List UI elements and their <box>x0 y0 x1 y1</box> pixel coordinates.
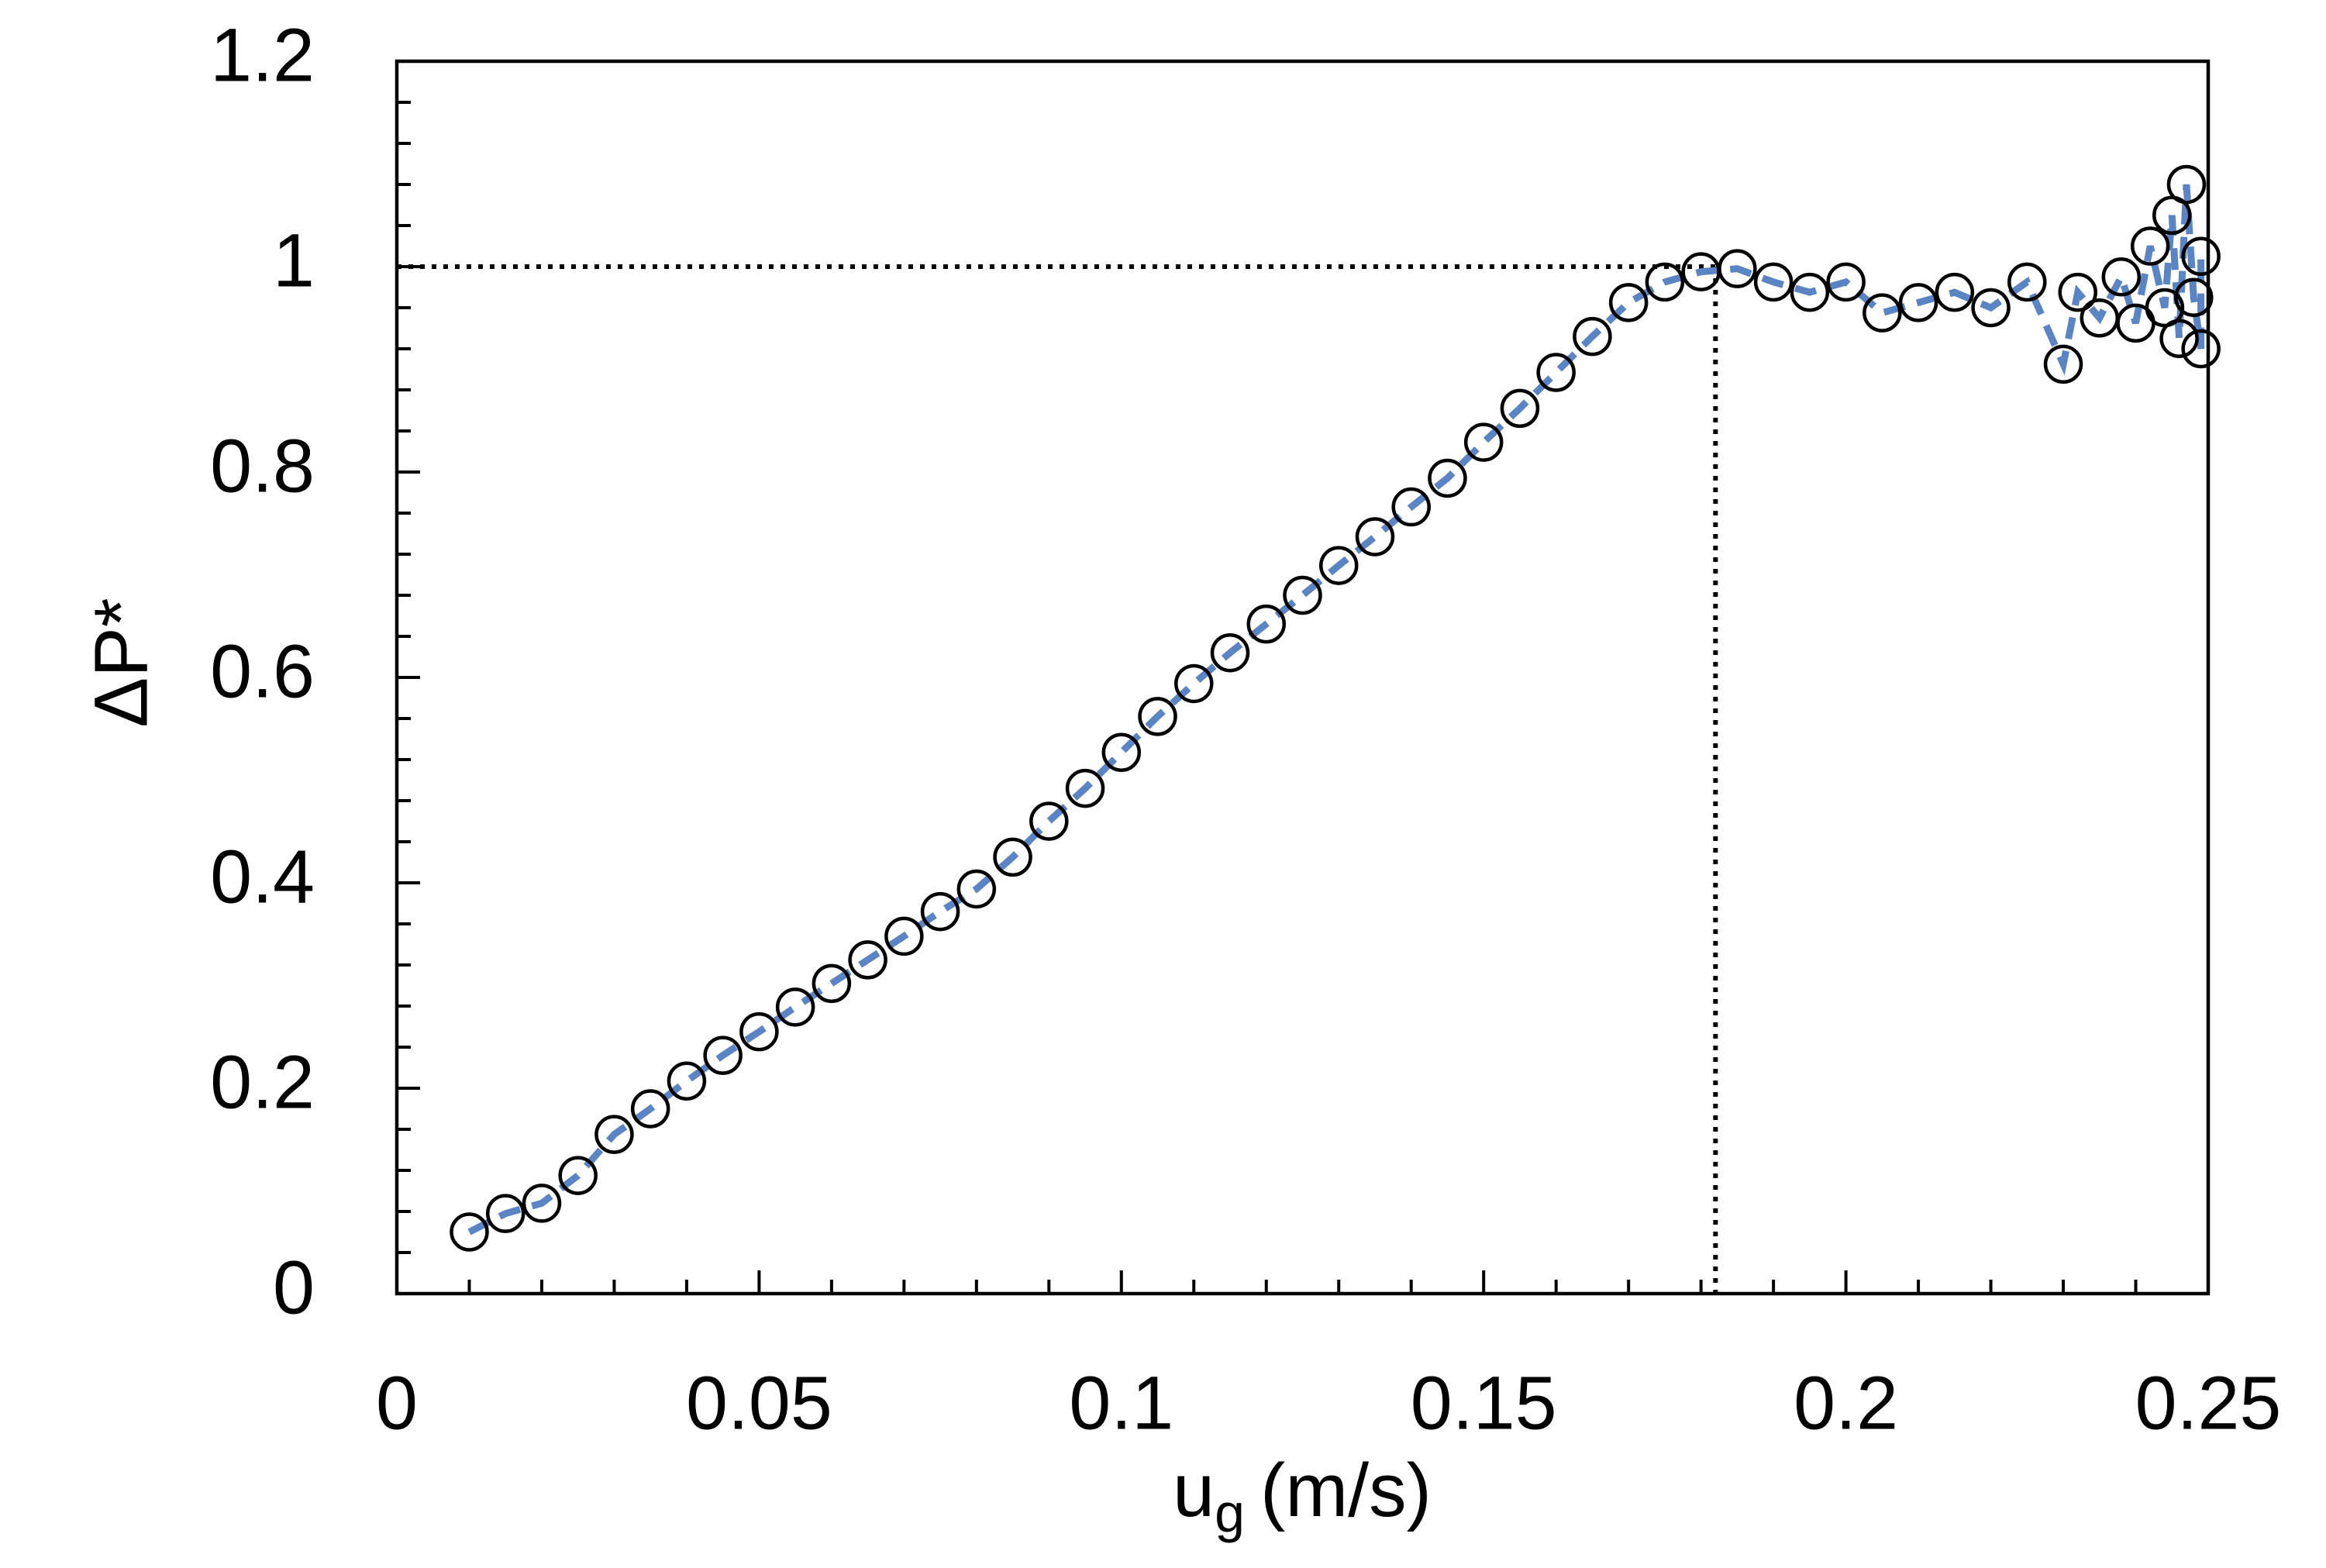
data-point <box>2181 329 2221 369</box>
data-point <box>1283 575 1322 615</box>
x-tick-label: 0 <box>376 1361 418 1446</box>
x-tick-label: 0.15 <box>1411 1361 1557 1446</box>
data-point <box>775 987 815 1027</box>
data-point <box>993 837 1032 877</box>
data-point <box>1971 288 2011 328</box>
data-point <box>1790 272 1830 312</box>
x-tick-label: 0.1 <box>1069 1361 1173 1446</box>
data-point <box>522 1184 562 1223</box>
data-point <box>1826 262 1866 302</box>
data-point <box>1536 353 1576 392</box>
data-point <box>2130 226 2170 266</box>
data-point <box>558 1156 598 1195</box>
x-axis-label-unit: (m/s) <box>1260 1448 1432 1532</box>
data-point <box>2174 277 2214 317</box>
data-point <box>1645 262 1685 302</box>
data-point <box>812 963 852 1004</box>
data-point <box>956 869 997 909</box>
data-point <box>594 1115 634 1154</box>
data-point <box>2043 344 2083 384</box>
data-point <box>1174 663 1214 704</box>
data-point <box>2159 319 2199 358</box>
data-point <box>1608 283 1649 322</box>
data-point <box>1898 283 1938 322</box>
data-point <box>1318 546 1359 585</box>
data-point <box>1463 422 1504 462</box>
data-point <box>667 1061 707 1101</box>
data-point <box>884 916 924 956</box>
data-point <box>1753 262 1794 302</box>
data-point <box>703 1036 743 1075</box>
y-tick-label: 1.2 <box>210 13 315 98</box>
data-point <box>1065 768 1105 808</box>
data-point <box>1391 487 1431 527</box>
data-point <box>1210 632 1250 673</box>
data-point <box>2101 257 2142 297</box>
y-tick-label: 1 <box>273 219 315 303</box>
data-point <box>848 940 887 980</box>
x-axis-label-main: u <box>1173 1448 1215 1532</box>
data-point <box>1573 316 1612 357</box>
y-axis-label: ΔP* <box>79 598 164 727</box>
trend-line <box>467 184 2205 1235</box>
data-point <box>2007 262 2047 302</box>
data-point <box>920 891 960 932</box>
y-tick-label: 0.4 <box>210 835 315 919</box>
x-axis-label-sub: g <box>1215 1483 1245 1543</box>
data-point <box>2181 236 2221 276</box>
x-tick-label: 0.25 <box>2135 1361 2282 1446</box>
data-point <box>739 1011 779 1052</box>
y-tick-label: 0.6 <box>210 629 315 714</box>
plot-frame <box>395 59 2211 1296</box>
data-point <box>1500 388 1540 429</box>
x-tick-label: 0.2 <box>1794 1361 1898 1446</box>
data-point <box>1029 801 1069 841</box>
x-axis-label: ug (m/s) <box>1173 1448 1432 1544</box>
data-point <box>1718 249 1757 288</box>
data-point <box>630 1089 670 1129</box>
data-point <box>485 1194 526 1233</box>
x-tick-label: 0.05 <box>686 1361 832 1446</box>
data-point <box>1138 697 1177 736</box>
data-point <box>1101 732 1142 772</box>
y-tick-label: 0.2 <box>210 1040 315 1125</box>
data-point <box>1246 604 1287 644</box>
data-point <box>1935 272 1975 312</box>
data-point <box>450 1212 489 1252</box>
data-point <box>1355 517 1395 557</box>
y-tick-label: 0.8 <box>210 424 315 508</box>
y-tick-label: 0 <box>273 1246 315 1330</box>
data-point <box>1863 293 1902 333</box>
data-point <box>2058 272 2097 312</box>
data-point <box>2166 164 2207 205</box>
data-point <box>1428 458 1467 498</box>
